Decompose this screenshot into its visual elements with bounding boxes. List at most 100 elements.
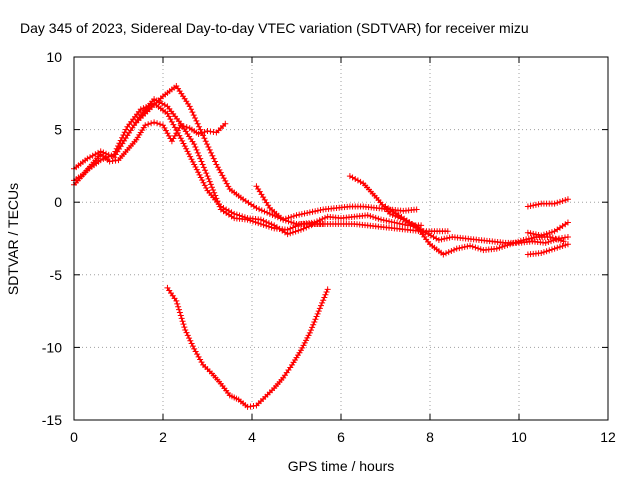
data-point-marker: [202, 167, 209, 174]
data-point-marker: [183, 329, 190, 336]
data-point-marker: [314, 207, 321, 214]
data-point-marker: [236, 212, 243, 219]
data-point-marker: [396, 220, 403, 227]
data-point-marker: [386, 210, 393, 217]
data-point-marker: [201, 135, 208, 142]
data-point-marker: [386, 218, 393, 225]
data-point-marker: [168, 138, 175, 145]
data-point-marker: [165, 132, 172, 139]
data-point-marker: [180, 321, 187, 328]
data-point-marker: [321, 294, 328, 301]
data-point-marker: [383, 217, 390, 224]
data-point-marker: [320, 297, 327, 304]
data-point-marker: [293, 212, 300, 219]
data-point-marker: [197, 174, 204, 181]
data-point-marker: [352, 175, 359, 182]
series-arc-5: [253, 183, 327, 227]
data-point-marker: [266, 210, 273, 217]
data-point-marker: [176, 309, 183, 316]
data-point-marker: [448, 247, 455, 254]
data-point-marker: [315, 308, 322, 315]
data-point-marker: [105, 153, 112, 160]
data-point-marker: [282, 217, 289, 224]
data-point-marker: [198, 359, 205, 366]
data-point-marker: [188, 340, 195, 347]
data-point-marker: [97, 157, 104, 164]
x-tick-label: 6: [337, 429, 345, 445]
data-point-marker: [84, 155, 91, 162]
data-point-marker: [296, 211, 303, 218]
data-point-marker: [312, 208, 319, 215]
data-point-marker: [388, 218, 395, 225]
data-point-marker: [427, 232, 434, 239]
data-point-marker: [467, 242, 474, 249]
data-point-marker: [535, 232, 542, 239]
data-point-marker: [212, 158, 219, 165]
data-point-marker: [197, 356, 204, 363]
data-point-marker: [206, 178, 213, 185]
data-point-marker: [554, 199, 561, 206]
data-point-marker: [559, 243, 566, 250]
data-point-marker: [176, 306, 183, 313]
data-point-marker: [430, 234, 437, 241]
data-point-marker: [170, 135, 177, 142]
data-point-marker: [184, 148, 191, 155]
data-point-marker: [205, 144, 212, 151]
data-point-marker: [142, 122, 149, 129]
data-point-marker: [161, 101, 168, 108]
data-point-marker: [188, 106, 195, 113]
data-point-marker: [370, 214, 377, 221]
data-point-marker: [207, 181, 214, 188]
data-point-marker: [564, 196, 571, 203]
data-point-marker: [220, 175, 227, 182]
data-point-marker: [191, 141, 198, 148]
data-point-marker: [312, 316, 319, 323]
data-point-marker: [193, 146, 200, 153]
data-point-marker: [214, 164, 221, 171]
data-point-marker: [222, 120, 229, 127]
data-point-marker: [174, 300, 181, 307]
data-point-marker: [451, 246, 458, 253]
data-point-marker: [288, 214, 295, 221]
data-point-marker: [559, 198, 566, 205]
series-arc-8: [524, 196, 571, 210]
data-point-marker: [145, 102, 152, 109]
data-point-marker: [314, 310, 321, 317]
data-point-marker: [324, 286, 331, 293]
data-point-marker: [528, 235, 535, 242]
data-point-marker: [176, 132, 183, 139]
data-point-marker: [108, 152, 115, 159]
data-point-marker: [173, 127, 180, 134]
data-point-marker: [160, 122, 166, 129]
data-point-marker: [323, 289, 330, 296]
data-point-marker: [499, 243, 506, 250]
data-point-marker: [223, 206, 230, 213]
y-tick-label: 10: [46, 49, 62, 65]
data-point-marker: [530, 202, 537, 209]
data-point-marker: [501, 243, 508, 250]
x-tick-label: 10: [511, 429, 527, 445]
data-point-marker: [321, 214, 328, 221]
series-arc-10: [524, 219, 571, 239]
data-point-marker: [189, 343, 196, 350]
data-point-marker: [121, 129, 128, 136]
data-point-marker: [261, 208, 268, 215]
data-point-marker: [346, 173, 353, 180]
data-point-marker: [372, 214, 379, 221]
data-point-marker: [195, 169, 202, 176]
data-point-marker: [562, 242, 569, 249]
data-point-marker: [174, 129, 181, 136]
data-point-marker: [177, 312, 184, 319]
data-point-marker: [219, 172, 226, 179]
data-point-marker: [542, 239, 549, 246]
data-point-marker: [443, 250, 450, 257]
data-point-marker: [228, 209, 235, 216]
data-point-marker: [189, 109, 196, 116]
data-point-marker: [213, 161, 220, 168]
data-point-marker: [310, 321, 317, 328]
data-point-marker: [556, 243, 563, 250]
data-point-marker: [540, 249, 547, 256]
data-point-marker: [307, 327, 314, 334]
data-point-marker: [193, 117, 200, 124]
data-point-marker: [284, 231, 291, 238]
